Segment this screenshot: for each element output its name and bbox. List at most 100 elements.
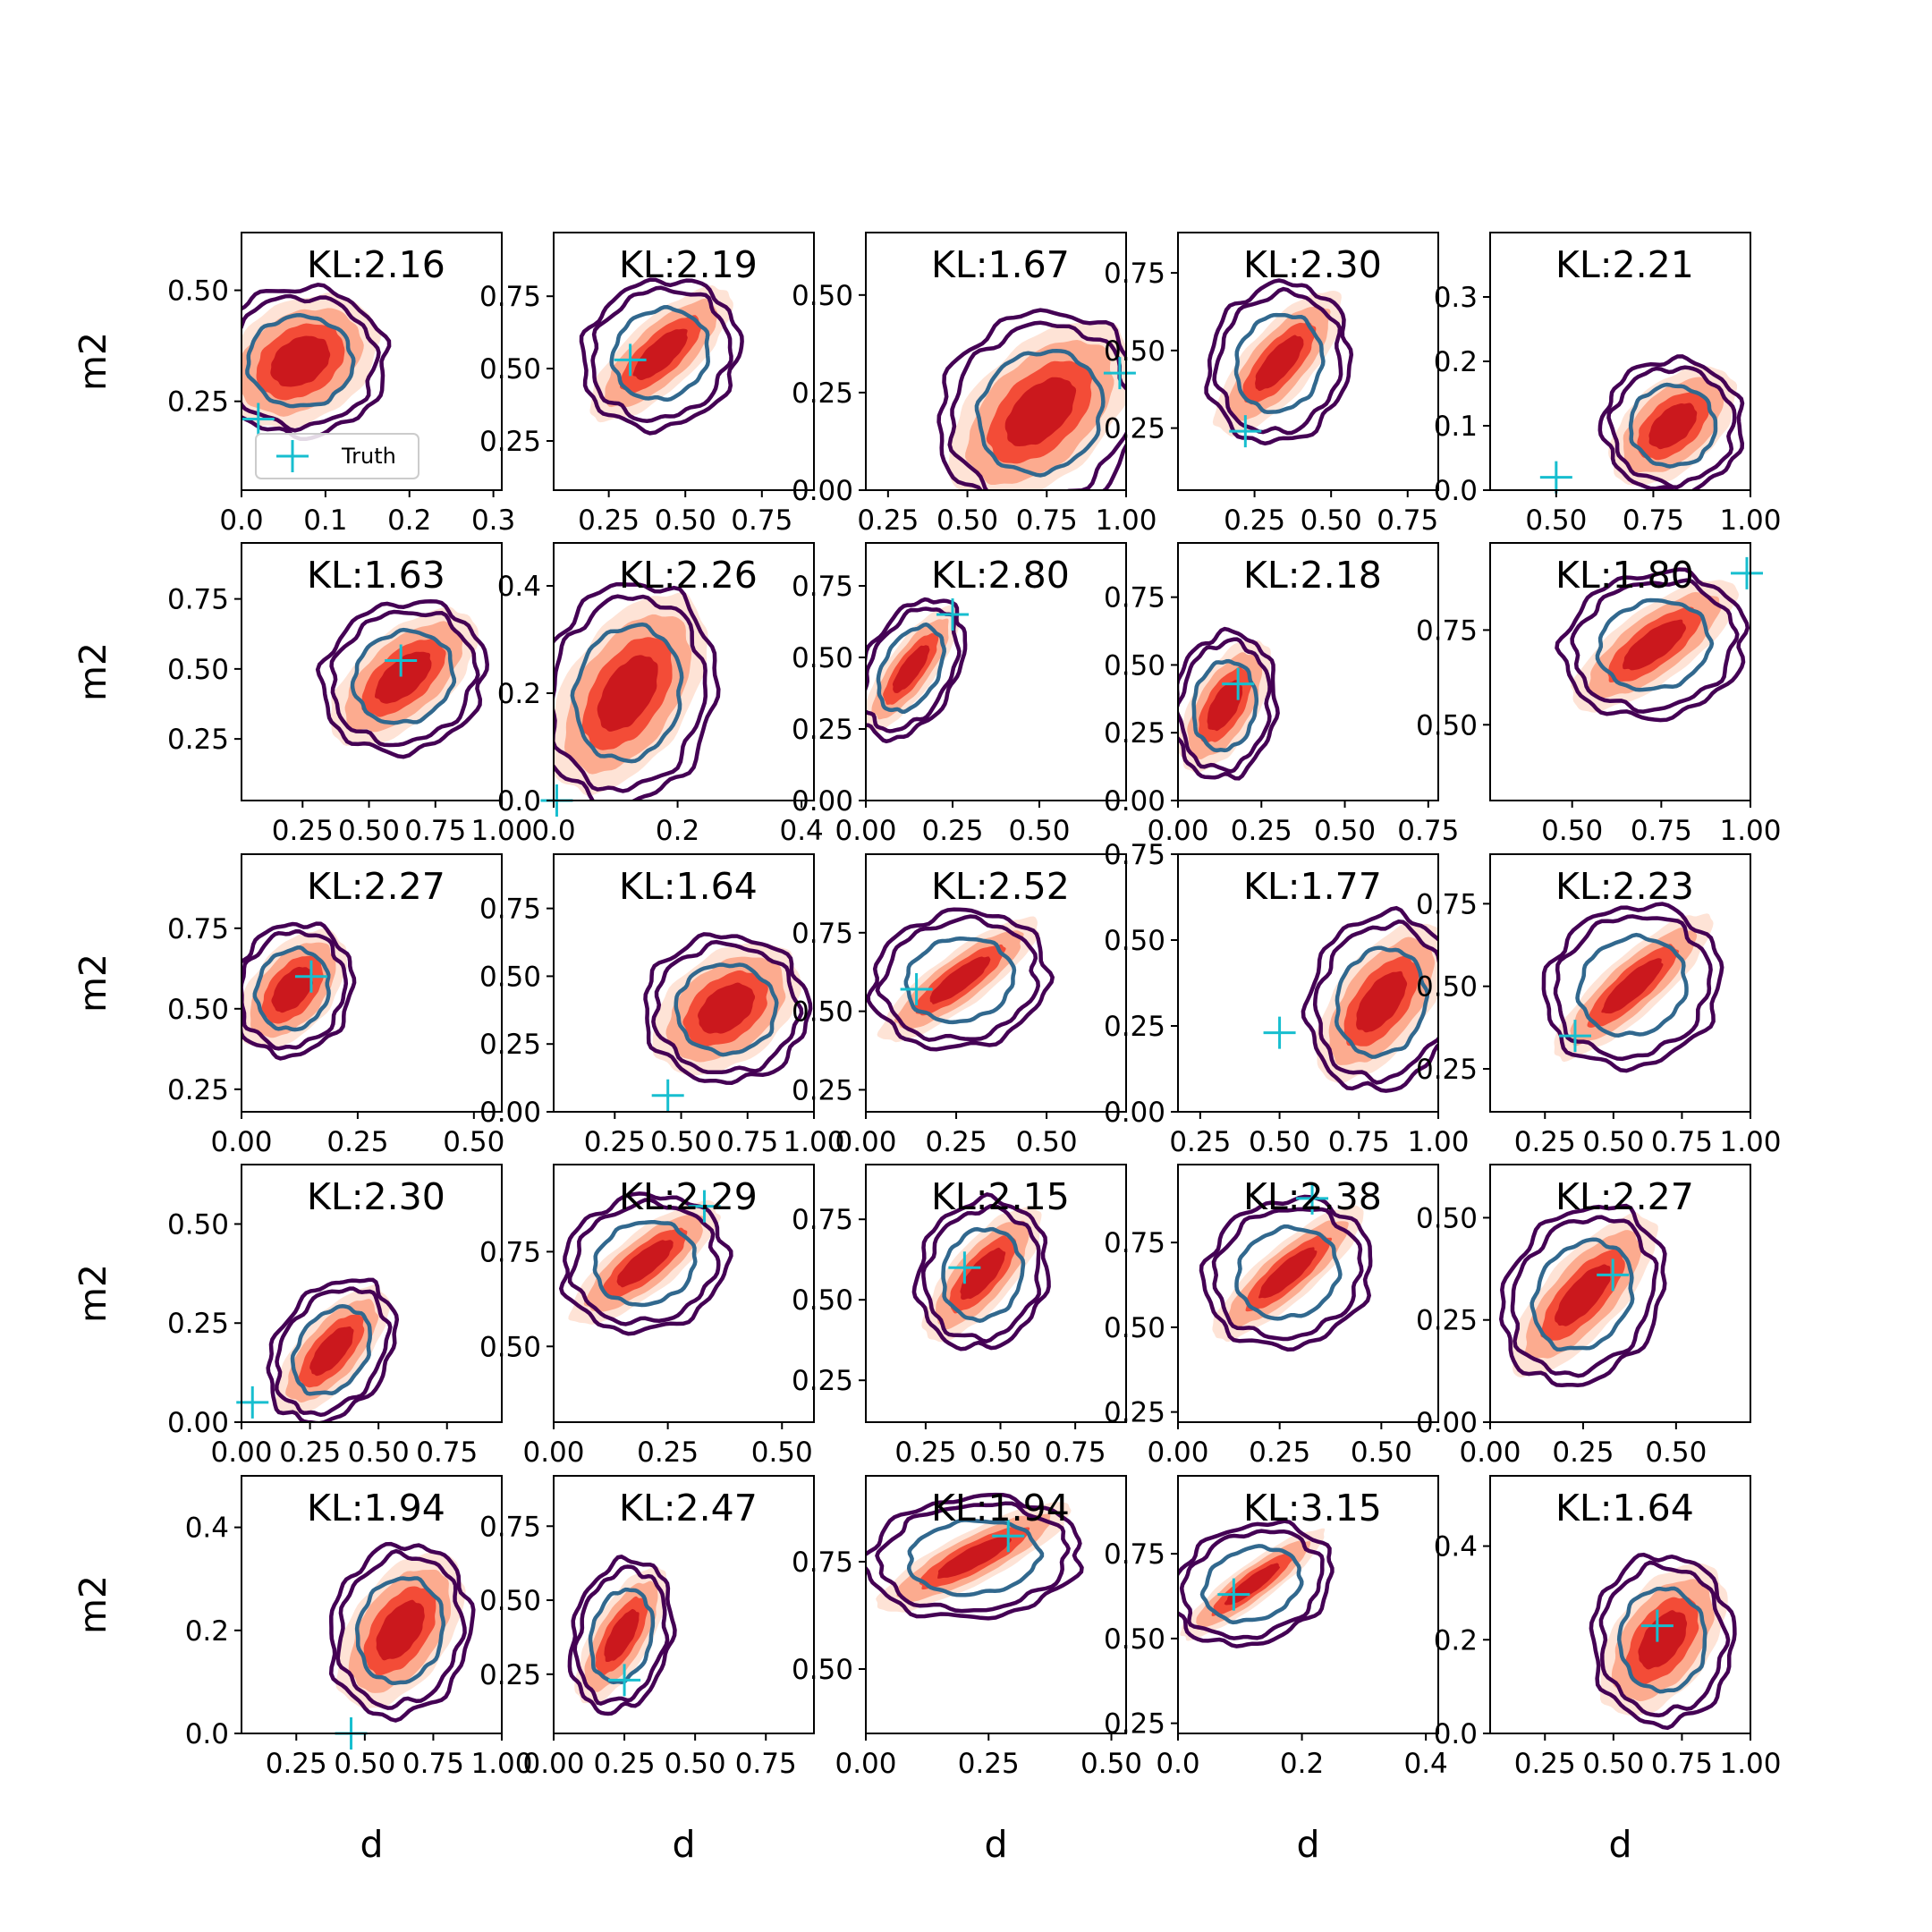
x-tick-label: 0.00 <box>210 1436 272 1469</box>
inner-contour <box>1199 1544 1304 1625</box>
y-tick-label: 0.75 <box>479 894 541 926</box>
y-axis-label: m2 <box>72 1264 114 1323</box>
inner-contour <box>1575 932 1689 1038</box>
y-tick-label: 0.25 <box>479 1029 541 1061</box>
y-tick-label: 0.75 <box>167 913 229 945</box>
y-tick-label: 0.75 <box>1416 888 1478 920</box>
axes-frame <box>1489 1475 1751 1734</box>
outer-contour-1 <box>242 921 357 1061</box>
y-tick-label: 0.25 <box>1416 1054 1478 1086</box>
x-tick-label: 0.25 <box>1231 815 1292 847</box>
x-tick-label: 0.1 <box>303 504 347 537</box>
x-tick-label: 0.25 <box>1249 1436 1310 1469</box>
panel-23: 0.00 0.25 0.50 0.50 0.75 KL:1.94 d <box>792 1475 1142 1866</box>
y-tick-label: 0.00 <box>479 1097 541 1129</box>
x-tick-label: 0.00 <box>210 1126 272 1158</box>
kl-annotation: KL:1.94 <box>931 1487 1070 1530</box>
y-tick-label: 0.3 <box>1434 282 1478 314</box>
y-tick-label: 0.75 <box>1104 1538 1165 1571</box>
x-tick-label: 0.75 <box>1651 1126 1713 1158</box>
plot-area <box>1199 1194 1373 1352</box>
y-tick-label: 0.1 <box>1434 411 1478 443</box>
plot-area <box>1597 354 1745 490</box>
axes-frame <box>1177 1475 1439 1734</box>
plot-area <box>579 277 744 436</box>
axes-frame <box>241 853 503 1113</box>
x-tick-label: 0.50 <box>1008 815 1070 847</box>
outer-contour-2 <box>1178 637 1272 774</box>
outer-contour-2 <box>275 1286 393 1418</box>
axes-frame <box>1177 853 1439 1113</box>
truth-marker <box>900 973 933 1006</box>
truth-marker <box>294 960 327 993</box>
panel-20: 0.00 0.25 0.50 0.00 0.25 0.50 KL:2.27 <box>1416 1164 1751 1469</box>
density-fill-level-4 <box>1623 619 1686 671</box>
inner-contour <box>876 622 946 715</box>
kl-annotation: KL:2.19 <box>619 243 758 286</box>
density-fill-level-4 <box>597 655 658 732</box>
density-fill-level-4 <box>1555 1264 1611 1326</box>
inner-contour <box>1530 1237 1635 1352</box>
panel-10: 0.50 0.75 1.00 0.50 0.75 KL:1.80 <box>1416 542 1782 847</box>
x-axis-label: d <box>984 1823 1007 1866</box>
outer-contour-1 <box>1301 905 1438 1093</box>
y-tick-label: 0.50 <box>167 1208 229 1241</box>
kl-annotation: KL:2.30 <box>1243 243 1382 286</box>
outer-contour-1 <box>1499 1203 1667 1387</box>
density-fill-level-4 <box>309 1326 354 1377</box>
x-tick-label: 0.50 <box>936 504 998 537</box>
density-fill-level-4 <box>1356 970 1408 1033</box>
truth-marker <box>1217 1578 1250 1611</box>
axes-frame <box>865 1164 1127 1423</box>
x-tick-label: 0.0 <box>531 815 575 847</box>
inner-contour <box>588 1587 656 1685</box>
density-fill-level-4 <box>1648 402 1698 450</box>
y-tick-label: 0.25 <box>792 1074 853 1106</box>
density-fill-level-4 <box>1255 335 1304 391</box>
x-tick-label: 0.50 <box>334 1748 395 1780</box>
kl-annotation: KL:2.52 <box>931 865 1070 908</box>
y-tick-label: 0.2 <box>1434 1624 1478 1657</box>
kl-annotation: KL:2.23 <box>1555 865 1694 908</box>
legend-label: Truth <box>341 444 396 469</box>
kl-annotation: KL:2.30 <box>307 1175 445 1218</box>
y-tick-label: 0.00 <box>1104 785 1165 818</box>
y-tick-label: 0.50 <box>792 1654 853 1686</box>
y-tick-label: 0.25 <box>792 377 853 410</box>
x-tick-label: 0.25 <box>926 1126 987 1158</box>
outer-contour-2 <box>1312 919 1438 1085</box>
density-fill-level-4 <box>375 651 432 704</box>
y-tick-label: 0.25 <box>479 1659 541 1691</box>
x-tick-label: 0.3 <box>471 504 515 537</box>
outer-contour-2 <box>242 293 381 433</box>
x-tick-label: 0.0 <box>1156 1748 1199 1780</box>
panel-22: 0.00 0.25 0.50 0.75 0.25 0.50 0.75 KL:2.47 d <box>479 1475 815 1866</box>
inner-contour <box>245 313 356 409</box>
kl-annotation: KL:2.80 <box>931 554 1070 597</box>
y-tick-label: 0.50 <box>1104 925 1165 957</box>
truth-marker <box>385 644 418 677</box>
x-tick-label: 0.25 <box>279 1436 341 1469</box>
y-tick-label: 0.2 <box>185 1615 229 1648</box>
x-tick-label: 0.25 <box>857 504 919 537</box>
outer-contour-2 <box>1598 1560 1731 1718</box>
x-tick-label: 0.50 <box>751 1436 813 1469</box>
axes-frame <box>865 853 1127 1113</box>
outer-contour-2 <box>1211 1207 1364 1342</box>
y-tick-label: 0.25 <box>1104 413 1165 445</box>
plot-area <box>328 1541 476 1723</box>
truth-marker <box>614 343 647 377</box>
outer-contour-2 <box>554 594 708 793</box>
outer-contour-2 <box>1179 1529 1325 1640</box>
kl-annotation: KL:1.80 <box>1555 554 1694 597</box>
x-tick-label: 0.75 <box>1045 1436 1106 1469</box>
kl-annotation: KL:1.67 <box>931 243 1070 286</box>
y-tick-label: 0.00 <box>792 475 853 507</box>
y-tick-label: 0.75 <box>167 584 229 616</box>
y-tick-label: 0.00 <box>1416 1407 1478 1439</box>
y-tick-label: 0.25 <box>1104 1011 1165 1043</box>
x-tick-label: 0.75 <box>402 1748 464 1780</box>
density-fill-level-4 <box>1638 1610 1688 1670</box>
outer-contour-1 <box>567 1555 677 1716</box>
